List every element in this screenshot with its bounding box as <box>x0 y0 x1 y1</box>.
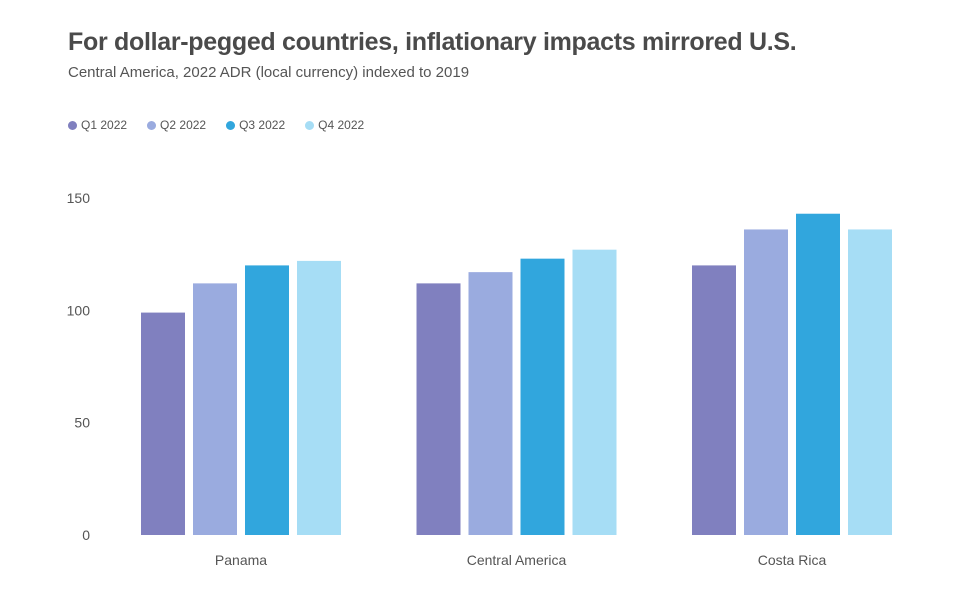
chart-title: For dollar-pegged countries, inflationar… <box>68 28 797 56</box>
y-tick-label-50: 50 <box>74 415 90 431</box>
bar-panama-q2-2022 <box>193 283 237 535</box>
bar-panama-q4-2022 <box>297 260 341 535</box>
y-tick-label-0: 0 <box>82 527 90 543</box>
legend-label-q1: Q1 2022 <box>81 118 128 132</box>
bar-costa-rica-q3-2022 <box>796 213 840 535</box>
bar-panama-q3-2022 <box>245 265 289 535</box>
legend-swatch-q4 <box>305 120 315 130</box>
x-category-label-panama: Panama <box>215 552 267 568</box>
legend-swatch-q1 <box>68 120 77 130</box>
legend-swatch-q2 <box>147 120 157 130</box>
legend: Q1 2022 Q2 2022 Q3 2022 Q4 2022 <box>68 118 364 132</box>
bar-costa-rica-q4-2022 <box>848 229 892 535</box>
y-tick-label-100: 100 <box>67 302 91 318</box>
legend-item-q4: Q4 2022 <box>305 118 364 132</box>
y-tick-label-150: 150 <box>67 190 91 206</box>
legend-label-q4: Q4 2022 <box>318 118 365 132</box>
bar-panama-q1-2022 <box>141 312 185 535</box>
bar-central-america-q4-2022 <box>572 249 617 535</box>
bar-costa-rica-q2-2022 <box>744 229 788 535</box>
legend-label-q2: Q2 2022 <box>160 118 207 132</box>
bar-costa-rica-q1-2022 <box>692 265 736 535</box>
bar-central-america-q3-2022 <box>520 258 565 535</box>
bar-central-america-q1-2022 <box>416 283 461 535</box>
legend-item-q2: Q2 2022 <box>147 118 206 132</box>
chart-subtitle: Central America, 2022 ADR (local currenc… <box>68 64 470 81</box>
legend-item-q3: Q3 2022 <box>226 118 285 132</box>
legend-swatch-q3 <box>226 120 236 130</box>
x-category-label-central-america: Central America <box>467 552 567 568</box>
legend-label-q3: Q3 2022 <box>239 118 286 132</box>
x-category-label-costa-rica: Costa Rica <box>758 552 827 568</box>
bar-central-america-q2-2022 <box>468 272 513 535</box>
legend-item-q1: Q1 2022 <box>68 118 127 132</box>
